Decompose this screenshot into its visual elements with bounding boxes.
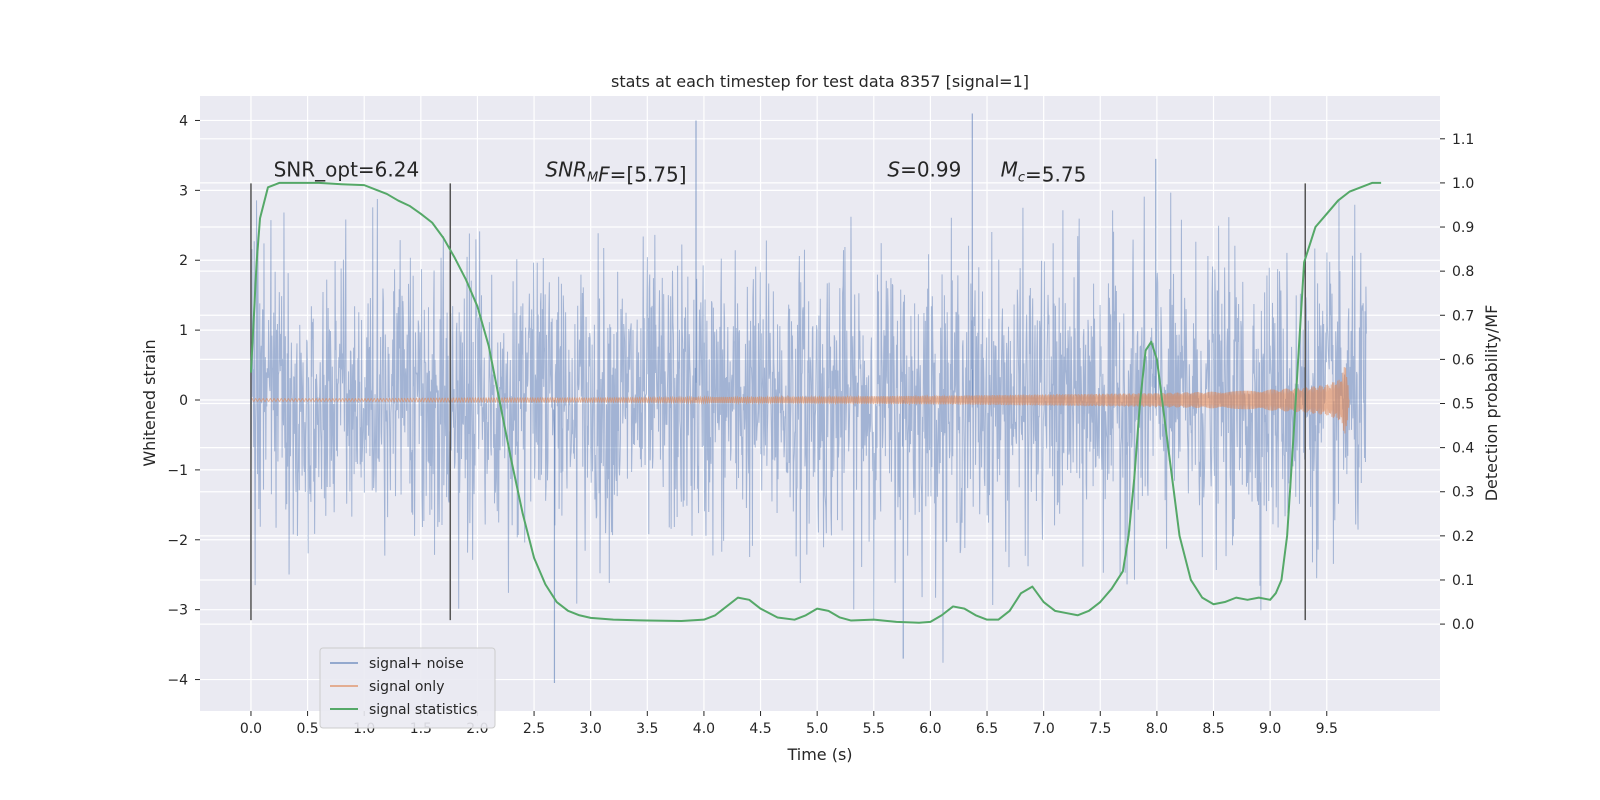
annotation-part: SNR (545, 157, 587, 181)
annotation-text: S=0.99 (887, 157, 961, 181)
x-tick-label: 8.5 (1202, 721, 1224, 737)
chart-title: stats at each timestep for test data 835… (611, 72, 1029, 91)
legend-label-signal-statistics: signal statistics (369, 702, 477, 718)
annotation-part: S (887, 157, 900, 181)
annotation-text: SNRMF=[5.75] (545, 157, 686, 186)
y-right-tick-label: 0.5 (1452, 397, 1474, 413)
legend-label-signal-plus-noise: signal+ noise (369, 656, 464, 672)
y-left-tick-label: −1 (167, 463, 188, 479)
series-signal-statistics (249, 181, 1382, 624)
legend-box (319, 647, 496, 729)
y-right-axis-label: Detection probability/MF (1482, 305, 1501, 502)
y-left-tick-label: 0 (179, 393, 188, 409)
x-tick-label: 4.0 (693, 721, 715, 737)
x-tick-label: 7.5 (1089, 721, 1111, 737)
y-left-tick-label: 3 (179, 183, 188, 199)
x-axis-ticks: 0.0 0.5 1.0 1.5 2.0 2.5 3.0 3.5 4.0 4.5 5.0 5.5 6.0 6… (240, 711, 1338, 737)
x-tick-label: 9.5 (1316, 721, 1338, 737)
annotation-text: Mc=5.75 (1001, 157, 1087, 186)
x-tick-label: 9.0 (1259, 721, 1281, 737)
y-right-tick-label: 0.9 (1452, 220, 1474, 236)
y-right-tick-label: 0.2 (1452, 529, 1474, 545)
x-tick-label: 0.5 (296, 721, 318, 737)
x-tick-label: 0.0 (240, 721, 262, 737)
y-right-tick-label: 0.0 (1452, 617, 1474, 633)
signal-statistics-line (249, 181, 1382, 624)
y-right-tick-label: 0.3 (1452, 485, 1474, 501)
annotations: SNR_opt=6.24 SNRMF=[5.75] S=0.99 Mc=5.75 (274, 157, 1087, 186)
series-signal-plus-noise (250, 113, 1367, 684)
y-left-tick-label: −2 (167, 533, 188, 549)
y-right-tick-label: 0.8 (1452, 264, 1474, 280)
x-tick-label: 6.5 (976, 721, 998, 737)
y-left-tick-label: 1 (179, 323, 188, 339)
annotation-part: =[5.75] (610, 162, 687, 186)
signal-plus-noise-line (250, 192, 1367, 663)
annotation-part: M (587, 170, 598, 185)
annotation-part: M (1001, 157, 1018, 181)
y-left-tick-label: 4 (179, 113, 188, 129)
annotation-part: SNR_opt=6.24 (274, 157, 420, 181)
y-right-tick-label: 0.4 (1452, 441, 1474, 457)
x-tick-label: 3.0 (580, 721, 602, 737)
x-tick-label: 8.0 (1146, 721, 1168, 737)
x-tick-label: 3.5 (636, 721, 658, 737)
y-right-axis-ticks: 0.0 0.1 0.2 0.3 0.4 0.5 0.6 0.7 0.8 0.9 1.0 1.1 (1440, 132, 1474, 633)
signal-only-line (250, 367, 1350, 434)
x-tick-label: 6.0 (919, 721, 941, 737)
y-right-tick-label: 1.0 (1452, 176, 1474, 192)
y-right-tick-label: 1.1 (1452, 132, 1474, 148)
annotation-part: c (1018, 170, 1025, 185)
x-tick-label: 2.5 (523, 721, 545, 737)
annotation-text: SNR_opt=6.24 (274, 157, 420, 181)
legend-label-signal-only: signal only (369, 679, 444, 695)
x-tick-label: 7.0 (1033, 721, 1055, 737)
series-signal-only (250, 367, 1350, 434)
y-right-tick-label: 0.7 (1452, 308, 1474, 324)
x-tick-label: 5.5 (863, 721, 885, 737)
annotation-part: F (598, 162, 610, 186)
y-left-axis-ticks: −4 −3 −2 −1 0 1 2 3 4 (167, 113, 200, 689)
y-left-axis-label: Whitened strain (140, 339, 159, 466)
legend: signal+ noise signal only signal statist… (319, 647, 496, 729)
annotation-part: =5.75 (1025, 162, 1086, 186)
y-left-tick-label: 2 (179, 253, 188, 269)
y-left-tick-label: −3 (167, 603, 188, 619)
x-tick-label: 4.5 (749, 721, 771, 737)
x-axis-label: Time (s) (786, 745, 852, 764)
y-right-tick-label: 0.1 (1452, 573, 1474, 589)
y-right-tick-label: 0.6 (1452, 352, 1474, 368)
annotation-part: =0.99 (900, 157, 961, 181)
y-left-tick-label: −4 (167, 673, 188, 689)
x-tick-label: 5.0 (806, 721, 828, 737)
